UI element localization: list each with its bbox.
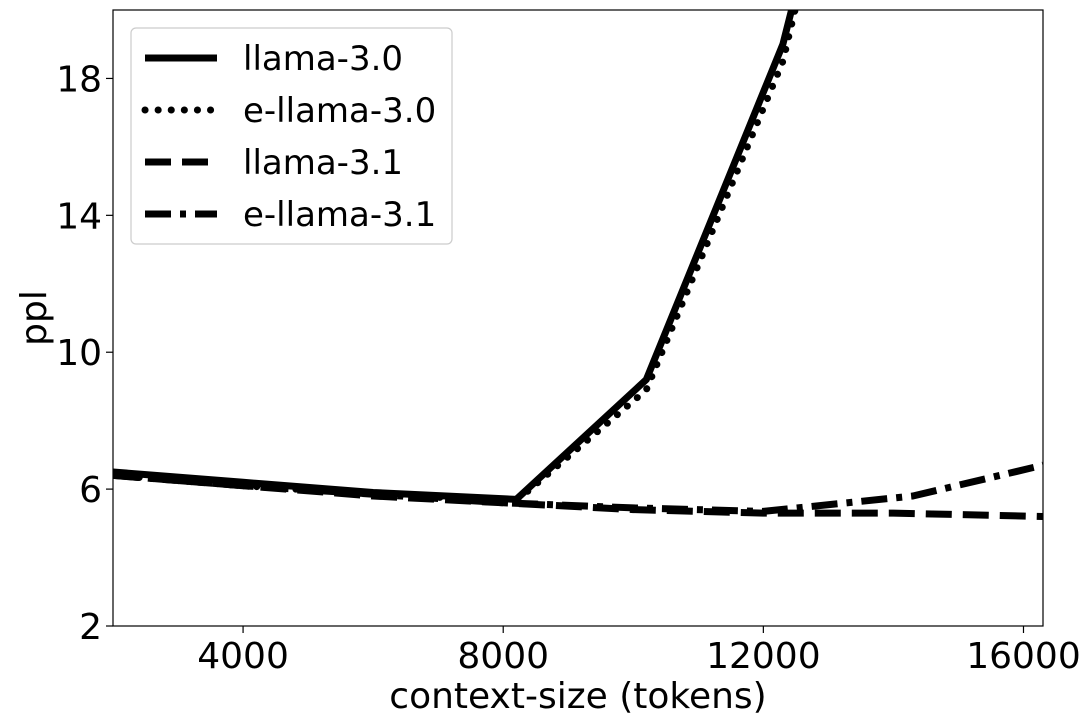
x-axis-label: context-size (tokens) [389,676,766,717]
legend-label-e-llama-3.1: e-llama-3.1 [243,195,436,235]
plot-frame [112,9,1044,627]
y-tick-label: 10 [56,333,102,374]
legend-label-llama-3.1: llama-3.1 [243,143,403,183]
y-tick-label: 2 [79,607,102,648]
x-axis: 4000 8000 12000 16000 [197,626,1081,677]
y-axis-label: ppl [14,290,55,346]
x-tick-label: 16000 [966,636,1081,677]
y-axis: 2 6 10 14 18 [56,59,113,648]
legend: llama-3.0 e-llama-3.0 llama-3.1 e-llama-3.1 [130,27,453,245]
x-tick-label: 8000 [457,636,549,677]
x-tick-label: 12000 [706,636,821,677]
legend-label-e-llama-3.0: e-llama-3.0 [243,91,436,131]
y-tick-label: 18 [56,59,102,100]
y-tick-label: 14 [56,196,102,237]
series-line-e-llama-3.1 [113,461,1043,515]
y-tick-label: 6 [79,470,102,511]
legend-box [130,27,453,245]
legend-label-llama-3.0: llama-3.0 [243,39,403,79]
x-tick-label: 4000 [197,636,289,677]
series-layer [113,10,1043,520]
